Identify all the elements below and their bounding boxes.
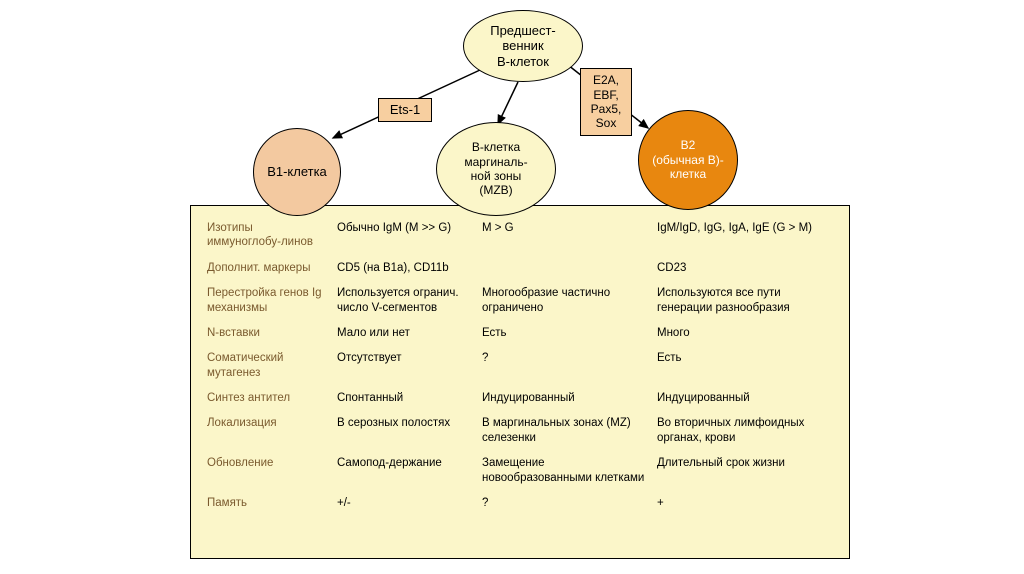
table-row: ОбновлениеСамопод-держаниеЗамещение ново… bbox=[207, 451, 833, 491]
cell: Во вторичных лимфоидных органах, крови bbox=[657, 416, 827, 445]
cell: Есть bbox=[657, 351, 827, 380]
node-precursor: Предшест-венникВ-клеток bbox=[463, 10, 583, 82]
table-row: ЛокализацияВ серозных полостяхВ маргинал… bbox=[207, 411, 833, 451]
cell: Есть bbox=[482, 326, 657, 340]
table-row: Память+/-?+ bbox=[207, 491, 833, 516]
cell: В серозных полостях bbox=[337, 416, 482, 445]
cell: M > G bbox=[482, 221, 657, 250]
cell: ? bbox=[482, 351, 657, 380]
cell: CD5 (на B1a), CD11b bbox=[337, 261, 482, 275]
cell: Длительный срок жизни bbox=[657, 456, 827, 485]
comparison-table: Изотипы иммуноглобу-линовОбычно IgM (M >… bbox=[190, 205, 850, 559]
cell: Много bbox=[657, 326, 827, 340]
table-row: Изотипы иммуноглобу-линовОбычно IgM (M >… bbox=[207, 216, 833, 256]
cell: IgM/IgD, IgG, IgA, IgE (G > M) bbox=[657, 221, 827, 250]
node-b2: B2(обычная B)-клетка bbox=[638, 110, 738, 210]
node-b1: B1-клетка bbox=[253, 128, 341, 216]
node-mzb: В-клеткамаргиналь-ной зоны(MZB) bbox=[436, 122, 556, 216]
cell: Многообразие частично ограничено bbox=[482, 286, 657, 315]
cell: CD23 bbox=[657, 261, 827, 275]
cell: Используется огранич. число V-сегментов bbox=[337, 286, 482, 315]
row-label: Синтез антител bbox=[207, 391, 337, 405]
cell: ? bbox=[482, 496, 657, 510]
cell: Самопод-держание bbox=[337, 456, 482, 485]
cell: Обычно IgM (M >> G) bbox=[337, 221, 482, 250]
cell: Спонтанный bbox=[337, 391, 482, 405]
cell: Мало или нет bbox=[337, 326, 482, 340]
row-label: Дополнит. маркеры bbox=[207, 261, 337, 275]
row-label: Соматический мутагенез bbox=[207, 351, 337, 380]
node-tfs: E2A,EBF,Pax5,Sox bbox=[580, 68, 632, 136]
node-ets1: Ets-1 bbox=[378, 98, 432, 122]
cell: Индуцированный bbox=[657, 391, 827, 405]
cell: В маргинальных зонах (MZ) селезенки bbox=[482, 416, 657, 445]
cell: Замещение новообразованными клетками bbox=[482, 456, 657, 485]
cell bbox=[482, 261, 657, 275]
diagram-canvas: Изотипы иммуноглобу-линовОбычно IgM (M >… bbox=[128, 10, 896, 564]
cell: +/- bbox=[337, 496, 482, 510]
table-row: Синтез антителСпонтанныйИндуцированныйИн… bbox=[207, 386, 833, 411]
row-label: Перестройка генов Ig механизмы bbox=[207, 286, 337, 315]
row-label: Обновление bbox=[207, 456, 337, 485]
cell: + bbox=[657, 496, 827, 510]
row-label: Память bbox=[207, 496, 337, 510]
table-row: N-вставкиМало или нетЕстьМного bbox=[207, 321, 833, 346]
row-label: Изотипы иммуноглобу-линов bbox=[207, 221, 337, 250]
row-label: Локализация bbox=[207, 416, 337, 445]
arrow-precursor-mzb bbox=[498, 82, 518, 124]
table-row: Соматический мутагенезОтсутствует?Есть bbox=[207, 346, 833, 386]
table-row: Дополнит. маркерыCD5 (на B1a), CD11b CD23 bbox=[207, 256, 833, 281]
row-label: N-вставки bbox=[207, 326, 337, 340]
cell: Используются все пути генерации разнообр… bbox=[657, 286, 827, 315]
cell: Индуцированный bbox=[482, 391, 657, 405]
cell: Отсутствует bbox=[337, 351, 482, 380]
table-row: Перестройка генов Ig механизмыИспользует… bbox=[207, 281, 833, 321]
